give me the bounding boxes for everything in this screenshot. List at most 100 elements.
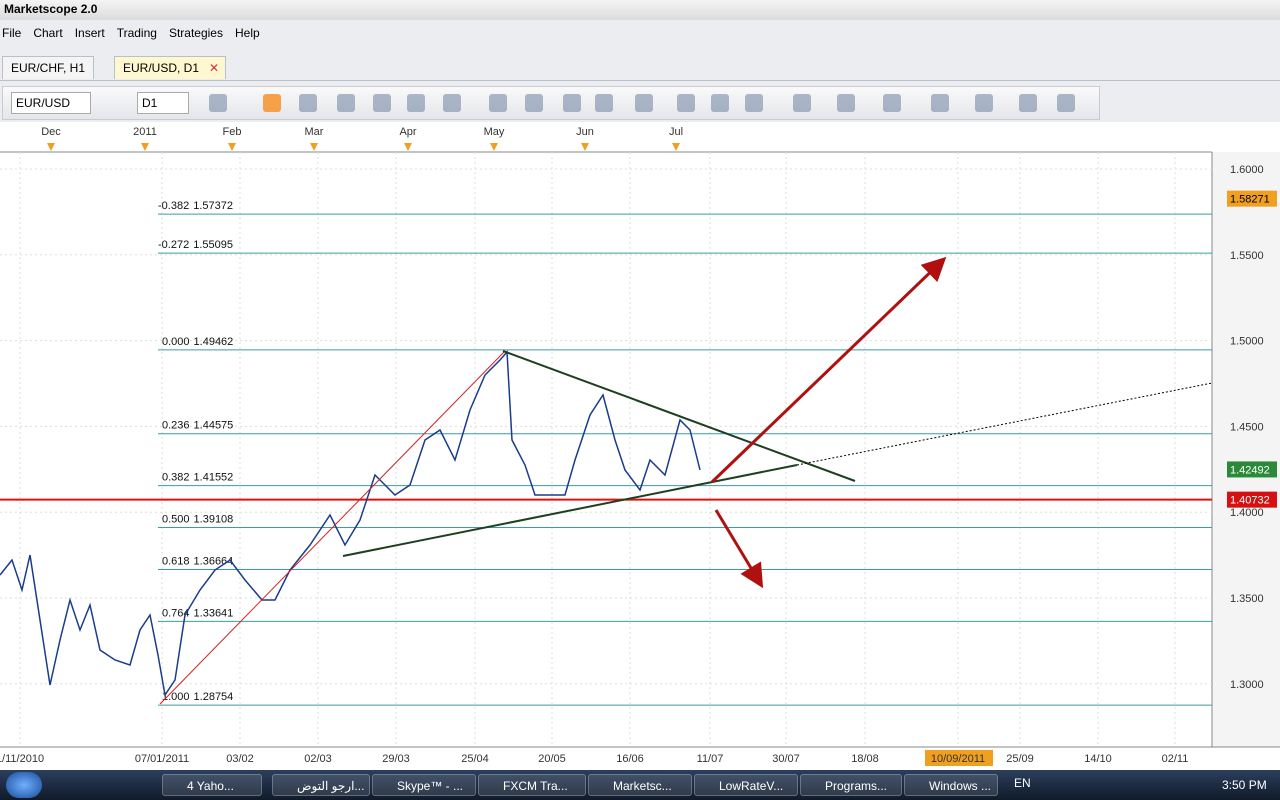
taskbar-item[interactable]: Programs... — [800, 774, 902, 796]
menu-item[interactable]: File — [2, 26, 22, 40]
tool-button[interactable] — [263, 94, 281, 112]
menu-item[interactable]: Strategies — [168, 26, 223, 40]
symbol-dropdown[interactable]: EUR/USD — [11, 92, 91, 114]
tool-button[interactable] — [745, 94, 763, 112]
date-label: 10/09/2011 — [931, 753, 985, 765]
fib-price: 1.33641 — [194, 607, 234, 619]
taskbar-item[interactable]: FXCM Tra... — [478, 774, 586, 796]
fib-ratio: 0.000 — [162, 336, 190, 348]
taskbar-item[interactable]: LowRateV... — [694, 774, 798, 796]
period-dropdown[interactable]: D1 — [137, 92, 189, 114]
arrow — [710, 256, 947, 484]
fib-price: 1.57372 — [193, 200, 233, 212]
tool-button[interactable] — [407, 94, 425, 112]
date-label: 02/11 — [1162, 753, 1189, 765]
price-label: 1.4500 — [1230, 421, 1264, 433]
tab-close[interactable]: ✕ — [208, 61, 220, 75]
tool-button[interactable] — [489, 94, 507, 112]
fib-ratio: 0.764 — [162, 607, 190, 619]
price-marker: 1.40732 — [1230, 495, 1270, 507]
date-label: 1/11/2010 — [0, 753, 44, 765]
fib-label: 0.000 1.49462 — [162, 336, 233, 348]
arrow — [714, 509, 764, 589]
time-label: Jul — [669, 126, 683, 138]
tool-button[interactable] — [1057, 94, 1075, 112]
tool-button[interactable] — [635, 94, 653, 112]
menu-item[interactable]: Chart — [33, 26, 63, 40]
tool-button[interactable] — [975, 94, 993, 112]
date-label: 30/07 — [772, 753, 800, 765]
tool-button[interactable] — [931, 94, 949, 112]
tool-button[interactable] — [793, 94, 811, 112]
fib-label: -0.382 1.57372 — [158, 200, 233, 212]
time-marker — [47, 143, 55, 151]
tool-button[interactable] — [1019, 94, 1037, 112]
tab-label: EUR/USD, D1 — [123, 61, 200, 75]
taskbar-item[interactable]: Marketsc... — [588, 774, 692, 796]
start-button[interactable] — [6, 772, 42, 798]
trend-line — [342, 464, 798, 557]
price-label: 1.5500 — [1230, 250, 1264, 262]
time-marker — [581, 143, 589, 151]
tool-button[interactable] — [525, 94, 543, 112]
date-label: 20/05 — [538, 753, 566, 765]
date-label: 16/06 — [616, 753, 644, 765]
price-marker-bg — [1227, 190, 1277, 207]
taskbar: 4 Yaho... ارجو التوض... Skype™ - ... FXCM T… — [0, 770, 1280, 800]
tool-button[interactable] — [677, 94, 695, 112]
price-label: 1.6000 — [1230, 164, 1264, 176]
tool-button[interactable] — [595, 94, 613, 112]
fib-ratio: -0.272 — [158, 239, 189, 251]
price-marker: 1.58271 — [1230, 194, 1270, 206]
window-title: Marketscope 2.0 — [0, 0, 1280, 20]
menu-item[interactable]: Insert — [74, 26, 105, 40]
price-marker: 1.42492 — [1230, 464, 1270, 476]
taskbar-item[interactable]: Windows ... — [904, 774, 998, 796]
fib-label: 0.382 1.41552 — [162, 472, 233, 484]
time-label: 2011 — [133, 126, 157, 138]
fib-ratio: -0.382 — [158, 200, 189, 212]
tool-button[interactable] — [563, 94, 581, 112]
tool-button[interactable] — [209, 94, 227, 112]
time-label: Mar — [305, 126, 324, 138]
menu-item[interactable]: Help — [234, 26, 260, 40]
time-label: Jun — [576, 126, 594, 138]
fib-price: 1.55095 — [193, 239, 233, 251]
price-series — [0, 350, 701, 697]
clock: 3:50 PM — [1222, 778, 1267, 792]
tool-button[interactable] — [837, 94, 855, 112]
price-label: 1.5000 — [1230, 336, 1264, 348]
fib-price: 1.28754 — [194, 691, 234, 703]
tool-button[interactable] — [337, 94, 355, 112]
taskbar-item[interactable]: Skype™ - ... — [372, 774, 476, 796]
tool-button[interactable] — [443, 94, 461, 112]
language[interactable]: EN — [1014, 776, 1031, 790]
tool-button[interactable] — [299, 94, 317, 112]
fib-ratio: 0.500 — [162, 514, 190, 526]
tool-button[interactable] — [711, 94, 729, 112]
taskbar-item[interactable]: 4 Yaho... — [162, 774, 262, 796]
fib-label: -0.272 1.55095 — [158, 239, 233, 251]
toolbar: EUR/USD D1 — [2, 86, 1100, 120]
menu-item[interactable]: Trading — [116, 26, 157, 40]
tab[interactable]: EUR/USD, D1 ✕ — [114, 56, 227, 79]
fib-price: 1.49462 — [194, 336, 234, 348]
chart: Dec 2011 Feb Mar Apr May Jun Jul 1/11/2010 07/01/… — [0, 122, 1280, 770]
taskbar-item[interactable]: ارجو التوض... — [272, 774, 370, 796]
tab[interactable]: EUR/CHF, H1 — [2, 56, 95, 79]
time-marker — [672, 143, 680, 151]
fib-label: 0.500 1.39108 — [162, 514, 233, 526]
price-label: 1.3000 — [1230, 679, 1264, 691]
date-label: 11/07 — [697, 753, 724, 765]
time-marker — [404, 143, 412, 151]
date-label: 25/04 — [461, 753, 489, 765]
fib-price: 1.44575 — [194, 420, 234, 432]
tool-button[interactable] — [883, 94, 901, 112]
fib-ratio: 0.382 — [162, 472, 190, 484]
fib-price: 1.41552 — [194, 472, 234, 484]
date-label: 03/02 — [226, 753, 254, 765]
fib-price: 1.39108 — [194, 514, 234, 526]
tool-button[interactable] — [373, 94, 391, 112]
time-marker — [310, 143, 318, 151]
